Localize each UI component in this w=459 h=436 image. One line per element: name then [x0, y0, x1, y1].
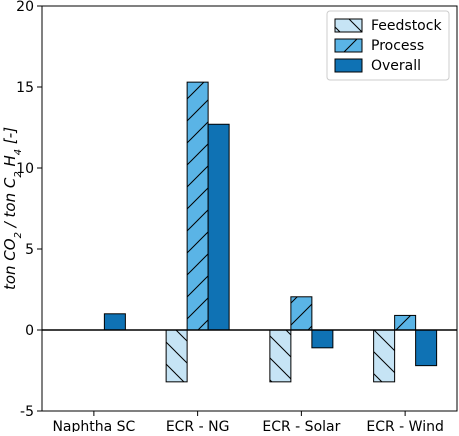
x-tick-label: ECR - Solar	[262, 419, 340, 432]
bar-overall-ecr-solar	[311, 330, 333, 348]
legend-swatch-outline-process	[334, 38, 363, 53]
y-tick-label: 20	[16, 0, 34, 15]
legend-swatch-outline-overall	[334, 58, 363, 73]
bar-hatch-feedstock-ecr-wind	[373, 330, 395, 382]
bar-overall-naphtha-sc	[104, 313, 126, 330]
bar-hatch-process-ecr-wind	[394, 315, 416, 330]
bar-hatch-process-ecr-ng	[187, 82, 209, 330]
legend-swatch-overall	[335, 59, 362, 72]
legend-swatch-outline-feedstock	[334, 18, 363, 33]
legend-label-overall: Overall	[371, 58, 421, 74]
bars-layer	[103, 81, 438, 383]
x-tick-label: Naphtha SC	[52, 419, 135, 432]
x-tick-label: ECR - NG	[166, 419, 230, 432]
bar-hatch-feedstock-ecr-solar	[269, 330, 291, 382]
bar-hatch-feedstock-ecr-ng	[166, 330, 188, 382]
plot-frame	[41, 5, 458, 412]
legend-swatch-hatch-process	[335, 39, 362, 52]
x-tick-label: ECR - Wind	[366, 419, 444, 432]
bar-overall-ecr-wind	[415, 330, 437, 366]
y-tick-label: -5	[20, 404, 34, 420]
y-axis-label: ton CO2 / ton C2 H4 [-]	[1, 127, 24, 290]
y-tick-label: 5	[25, 242, 34, 258]
y-tick-label: 10	[16, 161, 34, 177]
bar-overall-ecr-ng	[208, 124, 230, 330]
legend-swatch-hatch-feedstock	[335, 19, 362, 32]
y-tick-label: 15	[16, 80, 34, 96]
legend: Feedstock Process Overall	[326, 10, 450, 81]
bar-hatch-process-ecr-solar	[290, 296, 312, 330]
legend-label-feedstock: Feedstock	[371, 18, 442, 34]
legend-label-process: Process	[371, 38, 424, 54]
y-tick-label: 0	[25, 323, 34, 339]
